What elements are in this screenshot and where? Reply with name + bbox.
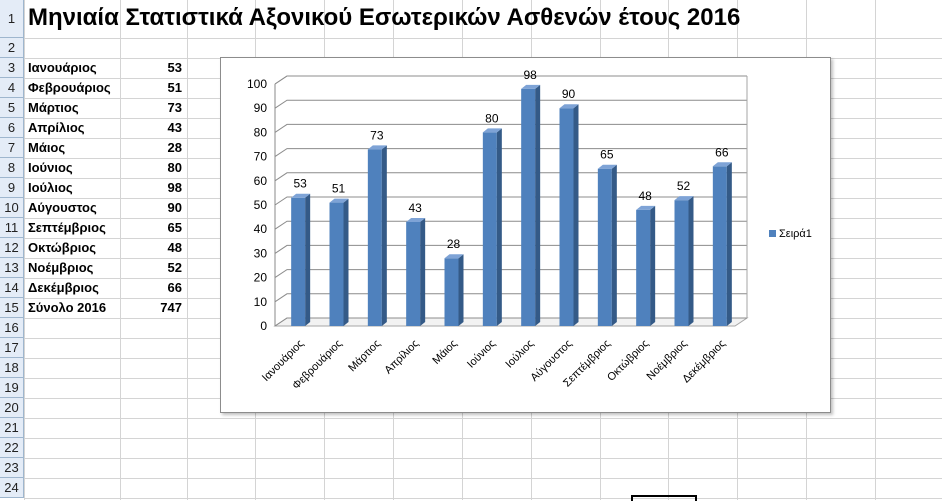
- data-label: 65: [600, 148, 614, 162]
- bar[interactable]: [482, 128, 502, 326]
- bar[interactable]: [597, 164, 617, 326]
- x-tick-label: Μάρτιος: [346, 338, 383, 375]
- value-cell[interactable]: 65: [167, 220, 182, 235]
- x-tick-label: Ιούλιος: [503, 338, 536, 371]
- month-cell[interactable]: Δεκέμβριος: [28, 280, 99, 295]
- total-value-cell[interactable]: 747: [160, 300, 182, 315]
- y-tick-label: 0: [260, 319, 267, 333]
- row-header[interactable]: 16: [0, 318, 24, 338]
- row-header[interactable]: 2: [0, 38, 24, 58]
- value-cell[interactable]: 28: [167, 140, 182, 155]
- value-cell[interactable]: 73: [167, 100, 182, 115]
- data-label: 51: [332, 182, 346, 196]
- row-header[interactable]: 1: [0, 0, 24, 38]
- y-tick-label: 50: [254, 198, 268, 212]
- value-cell[interactable]: 66: [167, 280, 182, 295]
- row-header[interactable]: 23: [0, 458, 24, 478]
- value-cell[interactable]: 53: [167, 60, 182, 75]
- row-header[interactable]: 6: [0, 118, 24, 138]
- value-cell[interactable]: 48: [167, 240, 182, 255]
- row-header[interactable]: 12: [0, 238, 24, 258]
- row-header[interactable]: 17: [0, 338, 24, 358]
- legend-swatch: [769, 230, 776, 237]
- value-cell[interactable]: 90: [167, 200, 182, 215]
- row-header[interactable]: 22: [0, 438, 24, 458]
- row-header[interactable]: 14: [0, 278, 24, 298]
- data-label: 52: [677, 179, 691, 193]
- row-header[interactable]: 15: [0, 298, 24, 318]
- row-header[interactable]: 3: [0, 58, 24, 78]
- x-tick-label: Απρίλιος: [382, 338, 421, 377]
- month-cell[interactable]: Ιούλιος: [28, 180, 73, 195]
- row-header[interactable]: 5: [0, 98, 24, 118]
- chart-container[interactable]: 0 10 20 30 40 50 60 70 80 90 100 53 Ιανουάριος 51 Φεβρ…: [220, 57, 831, 413]
- row-header[interactable]: 4: [0, 78, 24, 98]
- bar[interactable]: [444, 254, 464, 326]
- x-tick-label: Μάιος: [430, 338, 459, 367]
- month-cell[interactable]: Ιανουάριος: [28, 60, 97, 75]
- row-header[interactable]: 8: [0, 158, 24, 178]
- legend: Σειρά1: [769, 228, 812, 240]
- data-label: 80: [485, 111, 499, 125]
- bar[interactable]: [406, 217, 426, 326]
- value-cell[interactable]: 52: [167, 260, 182, 275]
- data-label: 90: [562, 87, 576, 101]
- bar[interactable]: [636, 205, 656, 326]
- row-header[interactable]: 7: [0, 138, 24, 158]
- data-label: 48: [638, 189, 652, 203]
- row-header[interactable]: 18: [0, 358, 24, 378]
- month-cell[interactable]: Μάρτιος: [28, 100, 79, 115]
- bar[interactable]: [674, 196, 694, 326]
- row-header[interactable]: 20: [0, 398, 24, 418]
- value-cell[interactable]: 51: [167, 80, 182, 95]
- y-tick-label: 30: [254, 246, 268, 260]
- y-tick-label: 100: [247, 77, 267, 91]
- y-tick-label: 20: [254, 271, 268, 285]
- y-tick-label: 70: [254, 150, 268, 164]
- legend-label: Σειρά1: [779, 228, 812, 240]
- row-header[interactable]: 11: [0, 218, 24, 238]
- sheet-title: Μηνιαία Στατιστικά Αξονικού Εσωτερικών Α…: [28, 4, 741, 31]
- bar[interactable]: [291, 193, 311, 326]
- bar[interactable]: [712, 162, 732, 326]
- selected-cell[interactable]: [631, 495, 697, 501]
- x-tick-label: Οκτώβριος: [605, 338, 651, 384]
- row-header[interactable]: 13: [0, 258, 24, 278]
- month-cell[interactable]: Οκτώβριος: [28, 240, 97, 255]
- total-label-cell[interactable]: Σύνολο 2016: [28, 300, 107, 315]
- data-label: 43: [408, 201, 422, 215]
- bar[interactable]: [521, 84, 541, 326]
- y-tick-label: 40: [254, 222, 268, 236]
- month-cell[interactable]: Απρίλιος: [28, 120, 85, 135]
- y-tick-label: 80: [254, 125, 268, 139]
- month-cell[interactable]: Σεπτέμβριος: [28, 220, 106, 235]
- month-cell[interactable]: Νοέμβριος: [28, 260, 94, 275]
- data-label: 66: [715, 145, 729, 159]
- data-label: 98: [523, 68, 537, 82]
- x-tick-label: Ιούνιος: [465, 338, 498, 371]
- data-label: 73: [370, 128, 384, 142]
- y-tick-label: 10: [254, 295, 268, 309]
- y-tick-label: 90: [254, 101, 268, 115]
- row-header[interactable]: 10: [0, 198, 24, 218]
- month-cell[interactable]: Αύγουστος: [28, 200, 97, 215]
- month-cell[interactable]: Μάιος: [28, 140, 66, 155]
- bar[interactable]: [329, 198, 349, 326]
- bar-chart: 010203040506070809010053Ιανουάριος51Φεβρ…: [247, 68, 812, 392]
- value-cell[interactable]: 80: [167, 160, 182, 175]
- bar[interactable]: [559, 104, 579, 326]
- value-cell[interactable]: 43: [167, 120, 182, 135]
- row-header[interactable]: 24: [0, 478, 24, 498]
- row-header[interactable]: 9: [0, 178, 24, 198]
- data-label: 28: [447, 237, 461, 251]
- bar[interactable]: [367, 145, 387, 326]
- month-cell[interactable]: Ιούνιος: [28, 160, 73, 175]
- row-header[interactable]: 19: [0, 378, 24, 398]
- data-label: 53: [293, 177, 307, 191]
- y-tick-label: 60: [254, 174, 268, 188]
- month-cell[interactable]: Φεβρουάριος: [28, 80, 111, 95]
- grid-lines: [273, 75, 749, 327]
- row-header[interactable]: 21: [0, 418, 24, 438]
- value-cell[interactable]: 98: [167, 180, 182, 195]
